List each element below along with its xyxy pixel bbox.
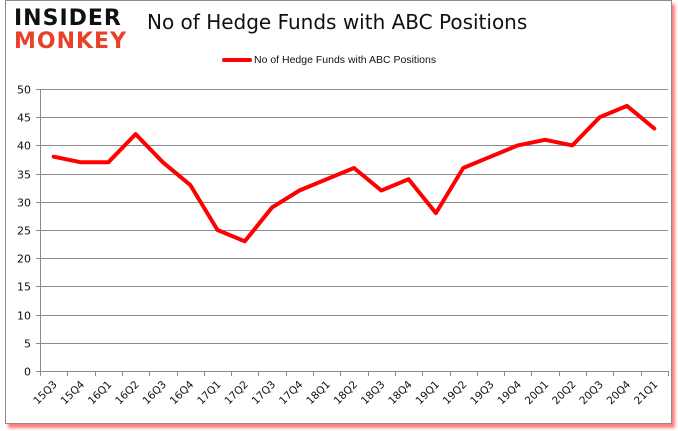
x-tick-label: 19Q2 <box>441 379 470 408</box>
chart-frame <box>5 0 672 424</box>
x-tick-label: 17Q1 <box>195 379 224 408</box>
x-tick-label: 16Q2 <box>113 379 142 408</box>
legend-label: No of Hedge Funds with ABC Positions <box>254 54 437 66</box>
insider-monkey-logo: INSIDER MONKEY <box>14 6 128 54</box>
x-tick-label: 16Q4 <box>168 378 197 407</box>
x-tick-label: 17Q3 <box>250 379 279 408</box>
x-axis: 15Q315Q416Q116Q216Q316Q417Q117Q217Q317Q4… <box>31 371 669 408</box>
y-tick-label: 35 <box>17 169 31 182</box>
x-tick-label: 19Q4 <box>495 378 524 407</box>
y-tick-label: 10 <box>17 310 31 323</box>
y-tick-label: 30 <box>17 197 31 210</box>
y-tick-label: 20 <box>17 253 31 266</box>
x-tick-label: 16Q3 <box>140 379 169 408</box>
y-tick-label: 50 <box>17 84 31 97</box>
y-tick-label: 15 <box>17 281 31 294</box>
logo-line-1: INSIDER <box>14 6 122 31</box>
x-tick-label: 17Q2 <box>222 379 251 408</box>
x-tick-label: 16Q1 <box>86 379 115 408</box>
y-tick-label: 45 <box>17 112 31 125</box>
x-tick-label: 18Q1 <box>304 379 333 408</box>
y-axis: 0 5 10 15 20 25 30 35 40 45 50 <box>17 84 41 379</box>
x-tick-label: 20Q2 <box>550 379 579 408</box>
x-tick-label: 18Q4 <box>386 378 415 407</box>
x-tick-label: 17Q4 <box>277 378 306 407</box>
x-tick-label: 20Q3 <box>577 379 606 408</box>
x-tick-label: 21Q1 <box>632 379 661 408</box>
series-line <box>51 103 657 244</box>
x-tick-label: 15Q3 <box>31 379 60 408</box>
x-tick-label: 19Q1 <box>414 379 443 408</box>
y-tick-label: 0 <box>24 366 31 379</box>
x-tick-label: 18Q2 <box>332 379 361 408</box>
legend-line-swatch <box>222 58 252 62</box>
chart-title: No of Hedge Funds with ABC Positions <box>147 10 528 34</box>
x-tick-label: 15Q4 <box>59 378 88 407</box>
y-tick-label: 5 <box>24 338 31 351</box>
chart-legend: No of Hedge Funds with ABC Positions <box>222 53 436 67</box>
x-tick-label: 20Q1 <box>523 379 552 408</box>
gridlines <box>36 89 668 372</box>
x-tick-label: 20Q4 <box>605 378 634 407</box>
y-tick-label: 40 <box>17 140 31 153</box>
y-tick-label: 25 <box>17 225 31 238</box>
x-tick-label: 18Q3 <box>359 379 388 408</box>
logo-line-2: MONKEY <box>14 29 128 54</box>
x-tick-label: 19Q3 <box>468 379 497 408</box>
